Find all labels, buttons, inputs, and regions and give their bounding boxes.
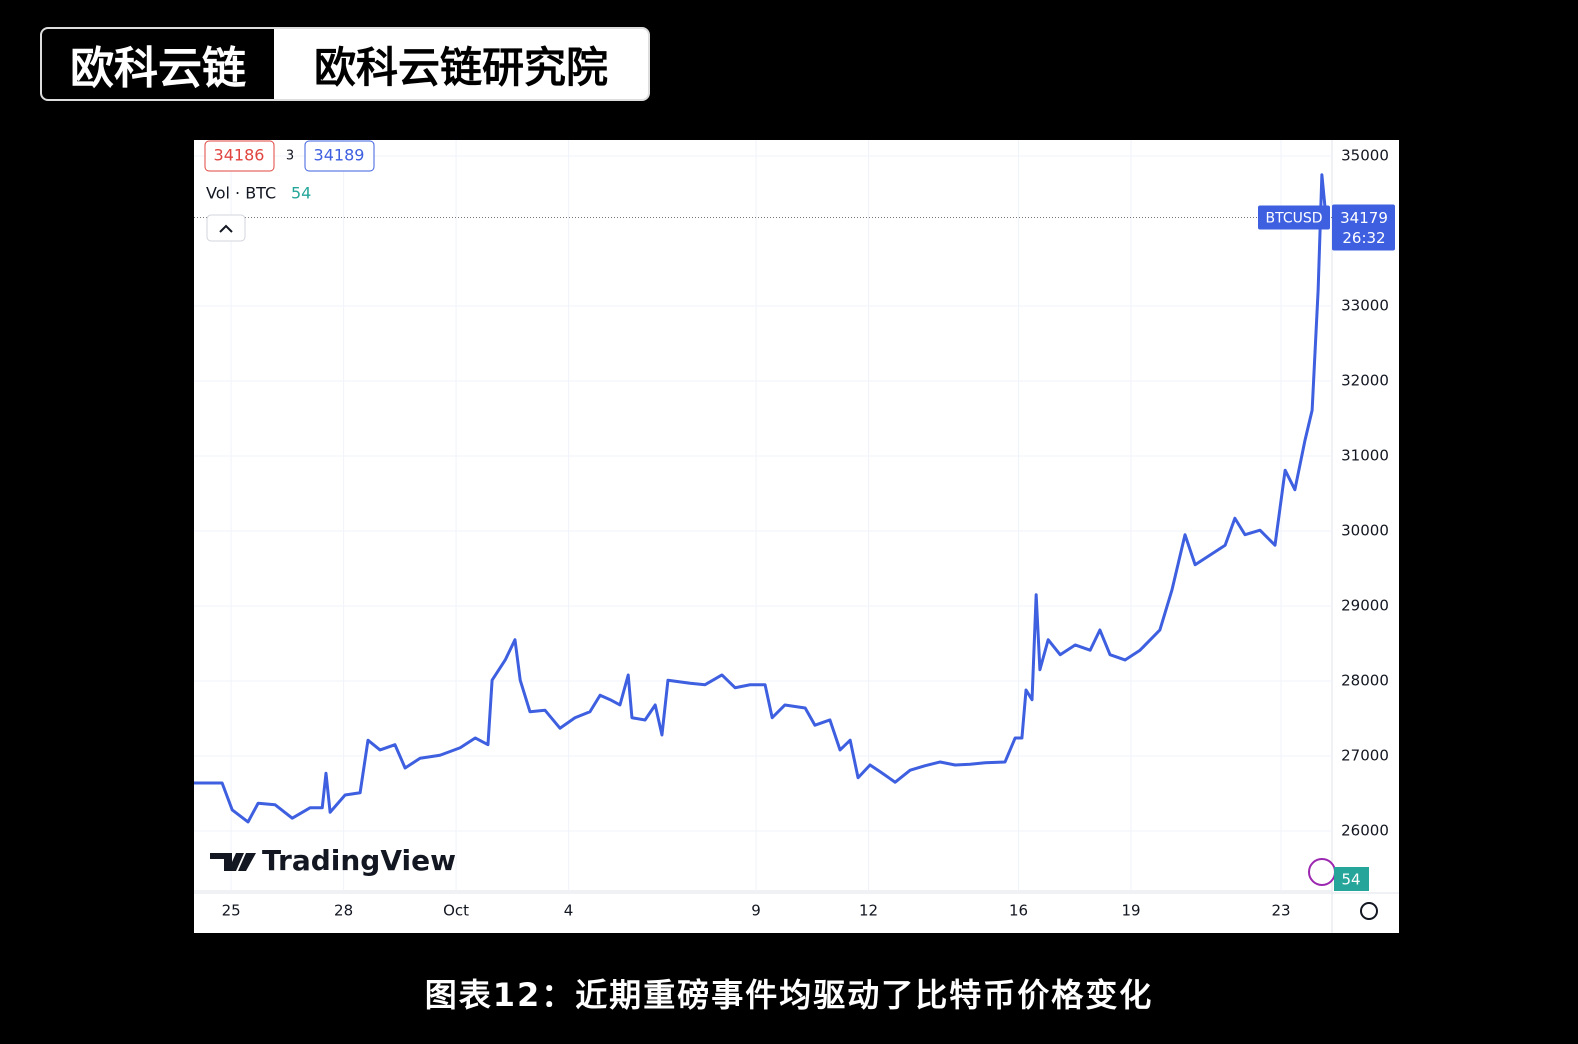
x-tick-label: 9: [751, 902, 761, 920]
x-tick-label: 19: [1121, 902, 1140, 920]
chart-bg: [194, 140, 1399, 933]
y-tick-label: 33000: [1341, 296, 1389, 314]
collapse-icon: [219, 224, 233, 233]
x-tick-label: 4: [564, 902, 574, 920]
volume-value: 54: [291, 184, 311, 203]
alert-icon[interactable]: [1308, 858, 1336, 886]
tv-logo: [210, 853, 256, 871]
x-tick-label: 16: [1009, 902, 1028, 920]
bid: 34186: [214, 146, 265, 165]
y-tick-label: 27000: [1341, 746, 1389, 764]
x-tick-label: Oct: [443, 902, 469, 920]
watermark: TradingView: [262, 844, 456, 877]
volume-badge: 54: [1341, 871, 1360, 889]
x-tick-label: 12: [859, 902, 878, 920]
caption: 图表12：近期重磅事件均驱动了比特币价格变化: [424, 976, 1154, 1014]
header-title: 欧科云链研究院: [313, 42, 608, 92]
header: 欧科云链 欧科云链研究院: [40, 27, 650, 101]
y-tick-label: 28000: [1341, 671, 1389, 689]
spread: 3: [286, 149, 294, 164]
y-tick-label: 35000: [1341, 146, 1389, 164]
settings-icon[interactable]: [1360, 902, 1378, 920]
volume-label: Vol · BTC: [206, 184, 276, 203]
x-tick-label: 28: [334, 902, 353, 920]
y-tick-label: 29000: [1341, 596, 1389, 614]
collapse-button[interactable]: [206, 214, 246, 242]
x-tick-label: 25: [222, 902, 241, 920]
y-tick-label: 31000: [1341, 446, 1389, 464]
price-line: [194, 173, 1328, 824]
symbol: BTCUSD: [1265, 211, 1322, 227]
chart: 34186 3 34189 Vol · BTC 54 TradingView 5…: [194, 140, 1399, 933]
ask-box: [304, 140, 375, 172]
symbol-tag: [1258, 205, 1330, 230]
logo: 欧科云链: [42, 29, 274, 99]
volume-badge-bg: [1334, 867, 1369, 891]
y-tick-label: 32000: [1341, 371, 1389, 389]
x-tick-label: 23: [1271, 902, 1290, 920]
ask: 34189: [314, 146, 365, 165]
countdown: 26:32: [1342, 229, 1385, 247]
last-price: 34179: [1340, 209, 1388, 227]
bid-box: [204, 140, 275, 172]
price-tag: [1332, 204, 1395, 251]
y-tick-label: 30000: [1341, 521, 1389, 539]
y-tick-label: 26000: [1341, 821, 1389, 839]
